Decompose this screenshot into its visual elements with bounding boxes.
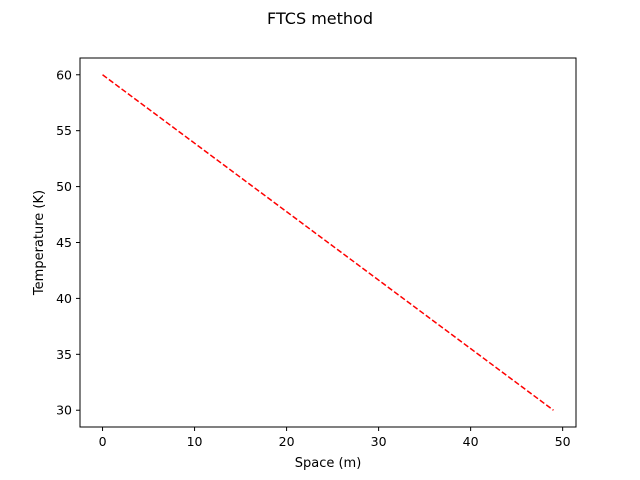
y-tick-label: 55: [56, 123, 72, 138]
y-tick-label: 60: [56, 67, 72, 82]
y-tick-label: 30: [56, 403, 72, 418]
x-tick-label: 0: [99, 434, 107, 449]
y-tick-label: 40: [56, 291, 72, 306]
y-tick-label: 45: [56, 235, 72, 250]
x-tick-label: 50: [555, 434, 571, 449]
x-axis: 0 10 20 30 40 50: [99, 427, 571, 449]
x-tick-label: 40: [463, 434, 479, 449]
y-tick-label: 35: [56, 347, 72, 362]
series-line-0: [102, 74, 554, 411]
x-tick-label: 10: [187, 434, 203, 449]
y-tick-label: 50: [56, 179, 72, 194]
y-axis-label: Temperature (K): [32, 190, 47, 296]
x-tick-label: 20: [279, 434, 295, 449]
y-axis: 30 35 40 45 50 55 60: [56, 67, 80, 418]
plot-series: [102, 74, 554, 411]
x-axis-label: Space (m): [295, 456, 362, 471]
x-tick-label: 30: [371, 434, 387, 449]
chart-title: FTCS method: [267, 9, 373, 28]
